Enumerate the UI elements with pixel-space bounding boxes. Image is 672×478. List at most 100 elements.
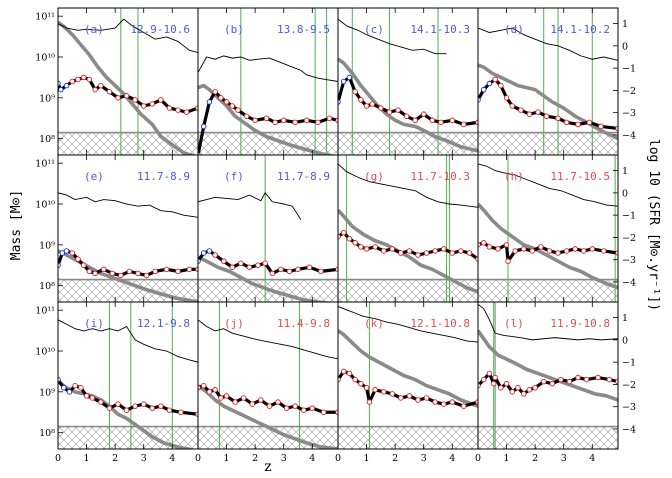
stellar-mass-point xyxy=(492,76,498,83)
stellar-mass-point xyxy=(326,115,333,121)
panel-plot-area xyxy=(338,302,478,449)
x-tick-label: 1 xyxy=(504,453,510,464)
stellar-mass-point xyxy=(75,256,81,262)
stellar-mass-point xyxy=(243,113,250,119)
threshold-hatch xyxy=(338,279,478,302)
stellar-mass-point xyxy=(283,405,290,411)
stellar-mass-point xyxy=(366,399,373,405)
stellar-mass-point xyxy=(615,250,618,256)
y-tick-label-left: 10⁸ xyxy=(39,428,55,439)
stellar-mass-point xyxy=(520,391,527,397)
sfr-line xyxy=(198,319,338,360)
stellar-mass-point xyxy=(300,407,307,413)
stellar-mass-point xyxy=(346,235,353,242)
stellar-mass-point xyxy=(555,250,561,256)
panel-plot-area xyxy=(478,8,618,155)
stellar-mass-point xyxy=(420,111,427,117)
y-tick-label-right: −3 xyxy=(622,402,636,413)
stellar-mass-point xyxy=(475,119,478,126)
panel-plot-area xyxy=(338,155,478,302)
y-tick-label-right: −2 xyxy=(622,233,636,244)
stellar-mass-point xyxy=(183,109,190,115)
stellar-mass-point xyxy=(372,387,378,393)
panel-e: 10⁸ 10⁹ 10¹⁰ 10¹¹ (e) 11.7-8.9 xyxy=(35,154,199,303)
stellar-mass-point xyxy=(403,113,410,119)
y-tick-label-right: −3 xyxy=(622,108,636,119)
stellar-mass-point xyxy=(395,107,401,113)
stellar-mass-point xyxy=(218,95,224,101)
stellar-mass-point xyxy=(352,376,358,383)
stellar-mass-point xyxy=(206,248,213,254)
x-tick-label: 2 xyxy=(112,453,118,464)
stellar-mass-point xyxy=(315,119,321,126)
y-tick-label-right: 1 xyxy=(622,19,628,30)
sfr-line xyxy=(338,163,478,208)
stellar-mass-point xyxy=(509,103,516,109)
stellar-mass-point xyxy=(486,370,493,377)
x-tick-label: 1 xyxy=(84,453,90,464)
stellar-mass-point xyxy=(140,103,147,109)
stellar-mass-point xyxy=(303,117,310,124)
stellar-mass-point xyxy=(158,403,164,409)
panel-plot-area xyxy=(478,155,618,302)
x-tick-label: 4 xyxy=(169,453,175,464)
panel-d: 1 0 −1 −2 −3 −4 (d) 14.1-10.2 xyxy=(477,7,636,156)
y-tick-label-right: −2 xyxy=(622,86,636,97)
stellar-mass-point xyxy=(558,376,564,383)
stellar-mass-point xyxy=(86,76,93,83)
stellar-mass-point xyxy=(346,370,353,377)
stellar-mass-point xyxy=(372,244,378,250)
stellar-mass-point xyxy=(535,109,541,115)
stellar-mass-point xyxy=(449,399,456,405)
stellar-mass-point xyxy=(98,399,104,405)
stellar-mass-point xyxy=(152,268,158,275)
stellar-mass-point xyxy=(575,374,581,381)
stellar-mass-point xyxy=(335,117,338,124)
sfr-line xyxy=(478,27,618,61)
stellar-mass-point xyxy=(238,260,244,266)
x-tick-label: 0 xyxy=(475,453,481,464)
stellar-mass-point xyxy=(166,105,173,111)
panel-plot-area xyxy=(478,302,618,449)
y-tick-label-left: 10¹¹ xyxy=(35,306,55,317)
stellar-mass-point xyxy=(449,250,456,256)
stellar-mass-point xyxy=(220,258,227,264)
panel-label: (d) xyxy=(504,23,524,36)
stellar-mass-point xyxy=(60,385,67,391)
stellar-mass-point xyxy=(263,115,270,121)
threshold-hatch xyxy=(58,279,198,302)
stellar-mass-point xyxy=(200,123,207,130)
stellar-mass-point xyxy=(480,86,487,93)
stellar-mass-point xyxy=(200,382,207,389)
stellar-mass-point xyxy=(583,376,590,383)
stellar-mass-point xyxy=(206,389,213,395)
stellar-mass-point xyxy=(178,409,184,416)
stellar-mass-point xyxy=(378,105,384,111)
panel-label: (e) xyxy=(84,170,104,183)
stellar-mass-point xyxy=(566,378,573,385)
stellar-mass-point xyxy=(490,380,497,387)
stellar-mass-point xyxy=(363,246,370,252)
stellar-mass-point xyxy=(532,385,538,391)
x-tick-label: 1 xyxy=(224,453,230,464)
halo-mass-line xyxy=(478,329,618,402)
stellar-mass-point xyxy=(498,385,504,391)
panel-range-label: 12.1-10.8 xyxy=(410,317,470,330)
panel-range-label: 11.9-10.8 xyxy=(550,317,610,330)
stellar-mass-point xyxy=(600,248,607,254)
stellar-mass-point xyxy=(115,401,121,407)
stellar-mass-point xyxy=(580,248,587,254)
sfr-line xyxy=(58,192,198,218)
stellar-mass-point xyxy=(66,389,73,395)
stellar-mass-point xyxy=(503,242,510,248)
y-tick-label-left: 10¹¹ xyxy=(35,12,55,23)
stellar-mass-point xyxy=(295,266,301,273)
y-tick-label-left: 10¹⁰ xyxy=(35,347,55,358)
threshold-hatch xyxy=(478,426,618,449)
threshold-hatch xyxy=(58,132,198,155)
stellar-mass-point xyxy=(186,266,193,273)
stellar-mass-point xyxy=(206,99,213,105)
stellar-mass-point xyxy=(149,101,156,107)
stellar-mass-point xyxy=(340,78,347,85)
stellar-mass-point xyxy=(175,107,181,113)
